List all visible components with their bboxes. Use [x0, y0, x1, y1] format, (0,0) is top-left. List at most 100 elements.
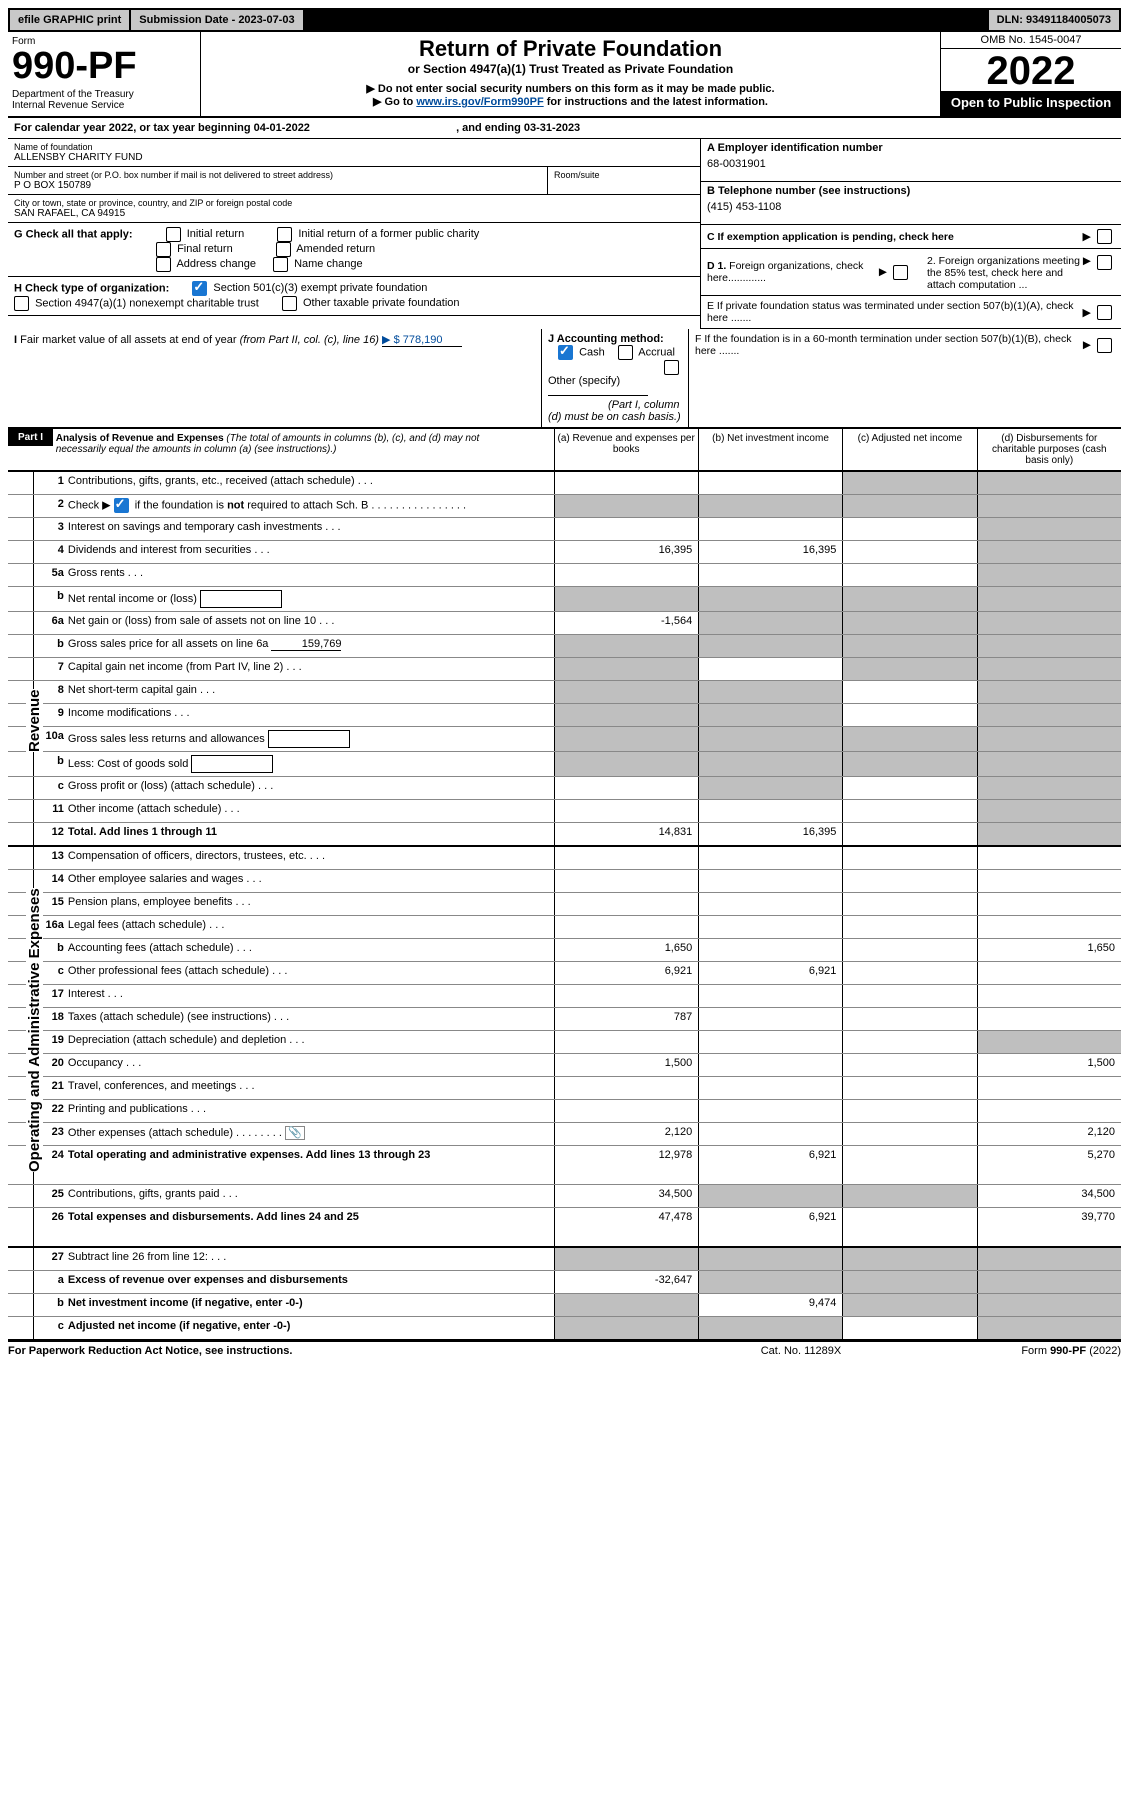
line-number: a [34, 1271, 67, 1293]
chk-501c3[interactable] [192, 281, 207, 296]
line-text: Less: Cost of goods sold [68, 752, 554, 776]
side-gutter [8, 541, 34, 563]
chk-other-tax[interactable] [282, 296, 297, 311]
line-number: 4 [34, 541, 67, 563]
section-h: H Check type of organization: Section 50… [8, 277, 700, 316]
col-a-value [554, 847, 698, 869]
col-c-value [842, 916, 976, 938]
chk-e[interactable] [1097, 305, 1112, 320]
col-c-value [842, 1294, 976, 1316]
line-text: Interest . . . [68, 985, 554, 1007]
chk-c[interactable] [1097, 229, 1112, 244]
col-c-value [842, 823, 976, 845]
fmv-value: ▶ $ 778,190 [382, 333, 462, 347]
col-c-value [842, 587, 976, 611]
line-3: 3Interest on savings and temporary cash … [8, 518, 1121, 541]
chk-other[interactable] [664, 360, 679, 375]
line-22: 22Printing and publications . . . [8, 1100, 1121, 1123]
side-gutter [8, 1271, 34, 1293]
line-text: Gross sales less returns and allowances [68, 727, 554, 751]
side-gutter [8, 612, 34, 634]
col-a-value [554, 518, 698, 540]
col-b-value [698, 1031, 842, 1053]
side-gutter [8, 847, 34, 869]
side-gutter [8, 752, 34, 776]
chk-amended[interactable] [276, 242, 291, 257]
col-c-value [842, 472, 976, 494]
col-d-value: 1,500 [977, 1054, 1121, 1076]
col-b-value [698, 1317, 842, 1339]
line-number: 5a [34, 564, 67, 586]
section-ij: I Fair market value of all assets at end… [8, 329, 1121, 428]
line-8: 8Net short-term capital gain . . . [8, 681, 1121, 704]
col-a-value [554, 1031, 698, 1053]
line-number: 7 [34, 658, 67, 680]
line-number: 11 [34, 800, 67, 822]
chk-addr[interactable] [156, 257, 171, 272]
col-d-value: 34,500 [977, 1185, 1121, 1207]
chk-accrual[interactable] [618, 345, 633, 360]
line-text: Check ▶ if the foundation is not require… [68, 495, 554, 517]
col-b-value [698, 658, 842, 680]
form-link[interactable]: www.irs.gov/Form990PF [416, 96, 543, 108]
col-b-value [698, 1248, 842, 1270]
chk-schb[interactable] [114, 498, 129, 513]
col-d-value [977, 893, 1121, 915]
room-label: Room/suite [554, 170, 694, 180]
side-gutter [8, 1294, 34, 1316]
col-b-value [698, 472, 842, 494]
chk-name[interactable] [273, 257, 288, 272]
line-16a: 16aLegal fees (attach schedule) . . . [8, 916, 1121, 939]
col-a-value [554, 658, 698, 680]
col-d-value [977, 870, 1121, 892]
footer-mid: Cat. No. 11289X [681, 1345, 921, 1357]
col-a-value [554, 495, 698, 517]
part1-title: Analysis of Revenue and Expenses [56, 433, 224, 444]
line-text: Net gain or (loss) from sale of assets n… [68, 612, 554, 634]
col-a-value [554, 1294, 698, 1316]
col-a-value [554, 727, 698, 751]
form-title: Return of Private Foundation [209, 36, 932, 62]
line-26: 26Total expenses and disbursements. Add … [8, 1208, 1121, 1248]
line-19: 19Depreciation (attach schedule) and dep… [8, 1031, 1121, 1054]
col-a-value [554, 1077, 698, 1099]
box-d2: 2. Foreign organizations meeting the 85%… [911, 255, 1083, 291]
chk-f[interactable] [1097, 338, 1112, 353]
ein-value: 68-0031901 [707, 158, 1115, 170]
city-value: SAN RAFAEL, CA 94915 [14, 208, 694, 219]
col-d-value [977, 985, 1121, 1007]
side-gutter [8, 495, 34, 517]
chk-initial[interactable] [166, 227, 181, 242]
side-gutter [8, 658, 34, 680]
chk-initial-former[interactable] [277, 227, 292, 242]
col-b-value [698, 1054, 842, 1076]
chk-cash[interactable] [558, 345, 573, 360]
col-b-value [698, 635, 842, 657]
col-b-value [698, 1077, 842, 1099]
col-a-value [554, 635, 698, 657]
col-d-header: (d) Disbursements for charitable purpose… [977, 429, 1121, 470]
col-a-value: 12,978 [554, 1146, 698, 1184]
line-5a: 5aGross rents . . . [8, 564, 1121, 587]
col-b-value: 9,474 [698, 1294, 842, 1316]
col-b-value [698, 870, 842, 892]
chk-final[interactable] [156, 242, 171, 257]
attachment-icon[interactable]: 📎 [285, 1126, 305, 1140]
line-17: 17Interest . . . [8, 985, 1121, 1008]
side-gutter [8, 800, 34, 822]
chk-d1[interactable] [893, 265, 908, 280]
col-b-value [698, 681, 842, 703]
chk-4947[interactable] [14, 296, 29, 311]
chk-d2[interactable] [1097, 255, 1112, 270]
line-text: Excess of revenue over expenses and disb… [68, 1271, 554, 1293]
col-d-value [977, 541, 1121, 563]
line-text: Legal fees (attach schedule) . . . [68, 916, 554, 938]
col-d-value [977, 1294, 1121, 1316]
col-c-value [842, 612, 976, 634]
line-b: bLess: Cost of goods sold [8, 752, 1121, 777]
col-d-value: 39,770 [977, 1208, 1121, 1246]
part1-badge: Part I [8, 429, 53, 446]
line-c: cAdjusted net income (if negative, enter… [8, 1317, 1121, 1341]
side-gutter [8, 564, 34, 586]
line-text: Other expenses (attach schedule) . . . .… [68, 1123, 554, 1145]
